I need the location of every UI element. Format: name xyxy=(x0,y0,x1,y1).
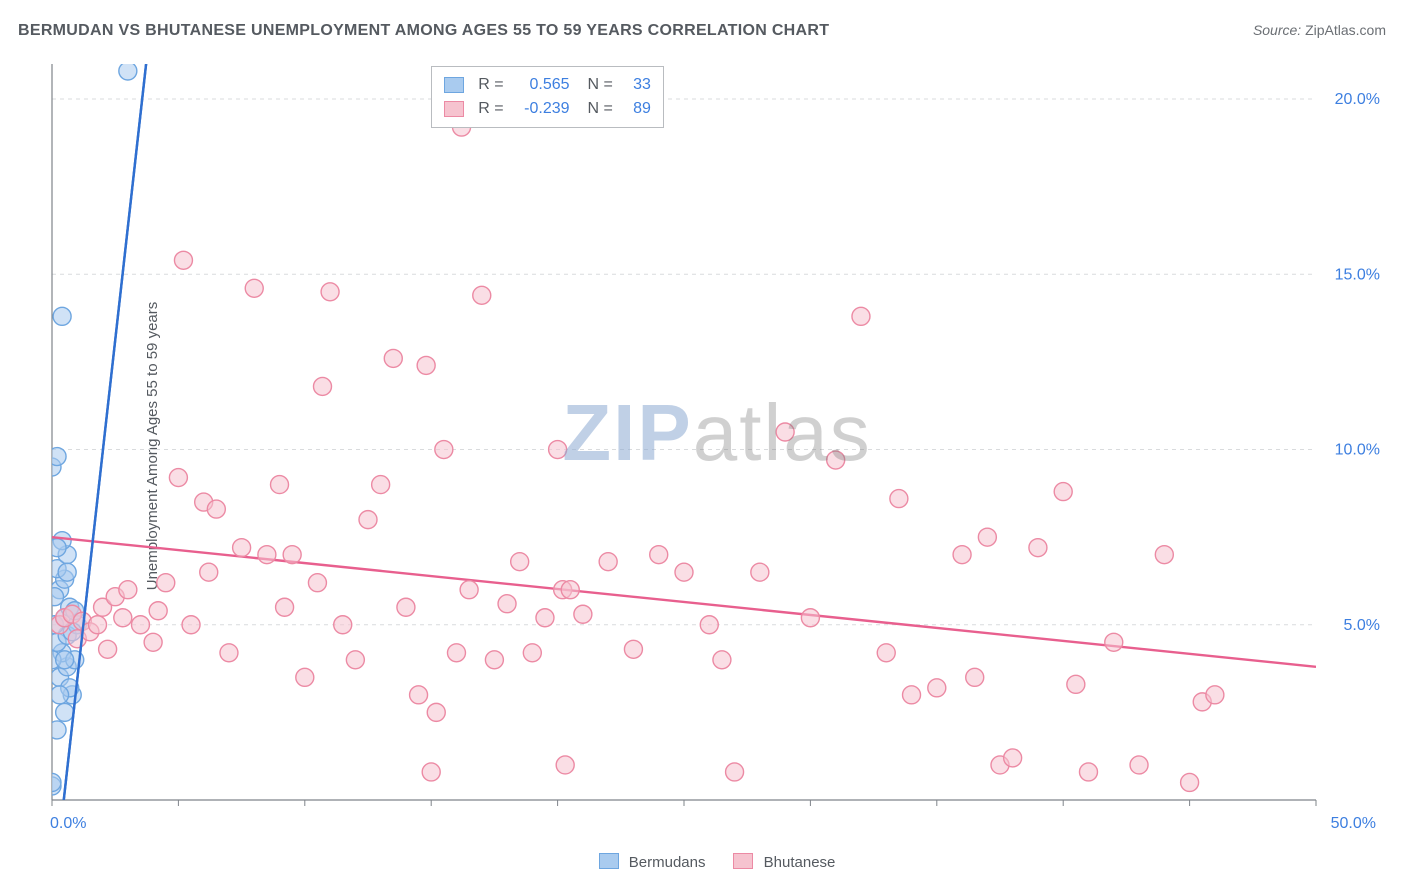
plot-area: 0.0%50.0%5.0%10.0%15.0%20.0% ZIPatlas R … xyxy=(48,58,1386,840)
source-label: Source: xyxy=(1253,22,1301,38)
stat-row: R = 0.565 N = 33 xyxy=(444,73,651,97)
svg-text:50.0%: 50.0% xyxy=(1331,815,1376,832)
legend-item-bermudans: Bermudans xyxy=(599,853,706,871)
correlation-stats-box: R = 0.565 N = 33 R = -0.239 N = 89 xyxy=(431,66,664,128)
stat-n-label: N = xyxy=(588,73,613,97)
source-value: ZipAtlas.com xyxy=(1305,22,1386,38)
stat-swatch xyxy=(444,77,464,93)
stat-row: R = -0.239 N = 89 xyxy=(444,97,651,121)
stat-n-value: 33 xyxy=(621,73,651,97)
svg-text:20.0%: 20.0% xyxy=(1335,91,1380,108)
x-axis-legend: Bermudans Bhutanese xyxy=(48,842,1386,882)
stat-n-value: 89 xyxy=(621,97,651,121)
stat-n-label: N = xyxy=(588,97,613,121)
legend-item-bhutanese: Bhutanese xyxy=(733,853,835,871)
source-attribution: Source: ZipAtlas.com xyxy=(1253,22,1386,38)
stat-r-label: R = xyxy=(478,97,503,121)
svg-text:5.0%: 5.0% xyxy=(1344,617,1380,634)
svg-text:10.0%: 10.0% xyxy=(1335,442,1380,459)
legend-swatch-bermudans xyxy=(599,853,619,869)
chart-title: BERMUDAN VS BHUTANESE UNEMPLOYMENT AMONG… xyxy=(18,22,829,40)
legend-label-bhutanese: Bhutanese xyxy=(764,854,836,871)
svg-text:15.0%: 15.0% xyxy=(1335,266,1380,283)
legend-label-bermudans: Bermudans xyxy=(629,854,706,871)
svg-text:0.0%: 0.0% xyxy=(50,815,86,832)
legend-swatch-bhutanese xyxy=(733,853,753,869)
scatter-plot-svg: 0.0% 50.0% 5.0% 10.0% 15.0% 20.0% xyxy=(48,58,1386,840)
stat-r-value: 0.565 xyxy=(512,73,570,97)
stat-r-value: -0.239 xyxy=(512,97,570,121)
stat-swatch xyxy=(444,101,464,117)
stat-r-label: R = xyxy=(478,73,503,97)
chart-container: BERMUDAN VS BHUTANESE UNEMPLOYMENT AMONG… xyxy=(0,0,1406,892)
